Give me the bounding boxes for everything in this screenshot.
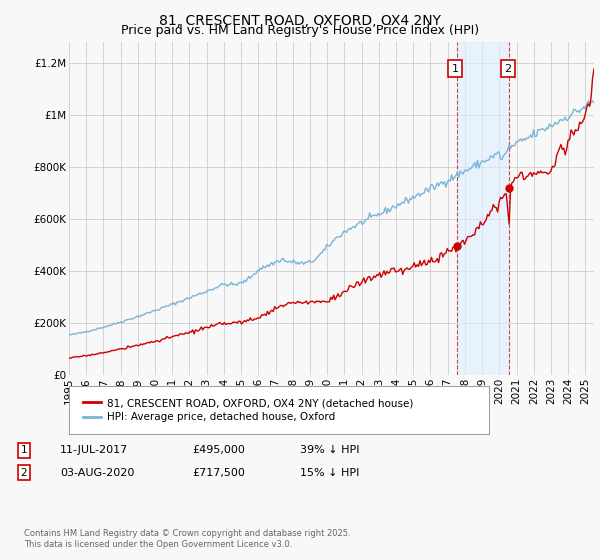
Text: Price paid vs. HM Land Registry's House Price Index (HPI): Price paid vs. HM Land Registry's House …	[121, 24, 479, 36]
Text: £717,500: £717,500	[192, 468, 245, 478]
Text: 1: 1	[20, 445, 28, 455]
Text: 2: 2	[504, 64, 511, 74]
Text: 11-JUL-2017: 11-JUL-2017	[60, 445, 128, 455]
Text: 39% ↓ HPI: 39% ↓ HPI	[300, 445, 359, 455]
Text: Contains HM Land Registry data © Crown copyright and database right 2025.
This d: Contains HM Land Registry data © Crown c…	[24, 529, 350, 549]
Text: 2: 2	[20, 468, 28, 478]
Bar	[457, 42, 509, 375]
Text: 1: 1	[452, 64, 458, 74]
Text: 81, CRESCENT ROAD, OXFORD, OX4 2NY: 81, CRESCENT ROAD, OXFORD, OX4 2NY	[159, 14, 441, 28]
Legend: 81, CRESCENT ROAD, OXFORD, OX4 2NY (detached house), HPI: Average price, detache: 81, CRESCENT ROAD, OXFORD, OX4 2NY (deta…	[79, 394, 417, 427]
Text: 15% ↓ HPI: 15% ↓ HPI	[300, 468, 359, 478]
Text: 03-AUG-2020: 03-AUG-2020	[60, 468, 134, 478]
Text: £495,000: £495,000	[192, 445, 245, 455]
